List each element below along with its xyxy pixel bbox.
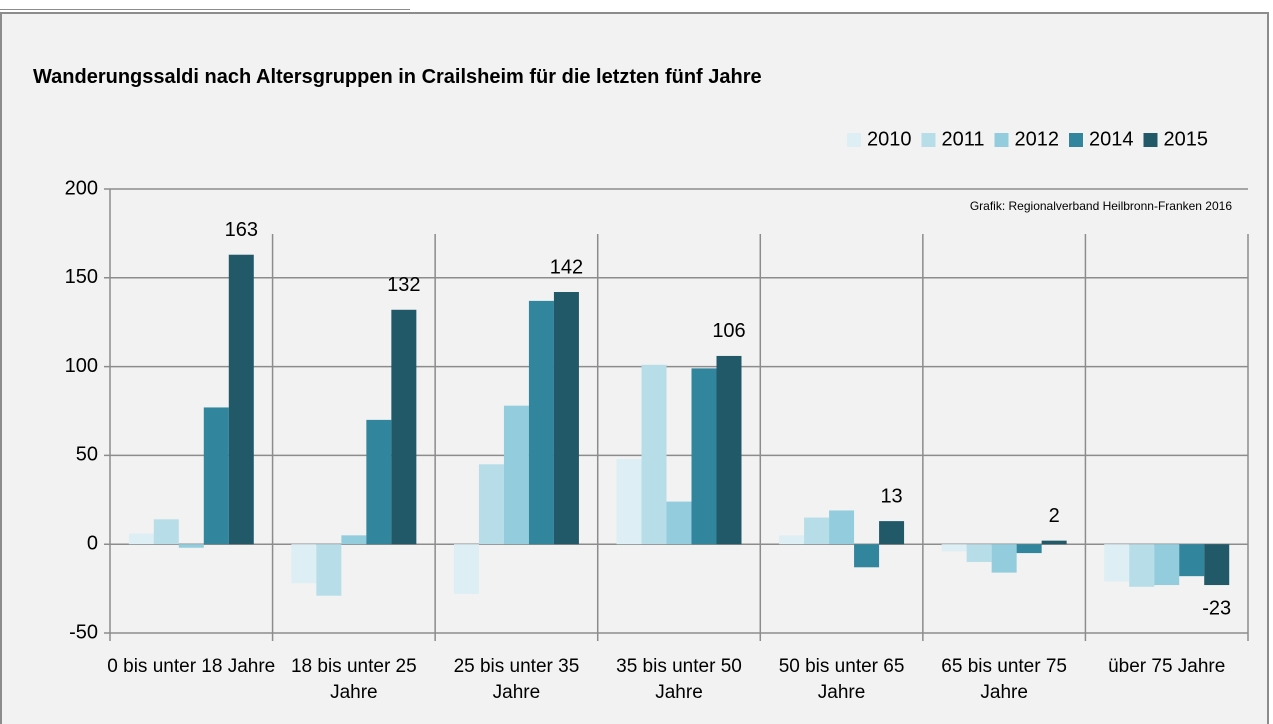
bar [854,544,880,568]
bar [316,544,342,596]
bar [1179,544,1205,577]
bar [528,300,554,545]
bar [941,544,967,552]
bar [804,517,830,545]
bar [203,407,229,545]
x-tick-label: 18 bis unter 25 Jahre [290,656,417,703]
bar [1016,544,1042,554]
bar [453,544,479,594]
source-note: Grafik: Regionalverband Heilbronn-Franke… [970,199,1232,213]
y-tick-label: -50 [69,621,98,643]
legend-label: 2012 [1015,128,1060,150]
legend-label: 2015 [1164,128,1209,150]
legend-label: 2014 [1089,128,1134,150]
legend-label: 2010 [867,128,912,150]
bar [291,544,317,584]
data-label: -23 [1202,597,1231,619]
bar [829,510,855,545]
bar [341,535,367,545]
bar [478,464,504,545]
data-label: 163 [225,219,258,241]
x-tick-label: 25 bis unter 35 Jahre [453,656,580,703]
bar [1041,540,1067,545]
rule [0,9,410,10]
y-tick-label: 0 [87,532,98,554]
data-label: 2 [1049,505,1060,527]
chart-title: Wanderungssaldi nach Altersgruppen in Cr… [33,66,762,88]
bar [666,501,692,545]
data-label: 13 [880,485,902,507]
bar [503,405,529,545]
y-tick-label: 150 [65,266,98,288]
bar [153,519,179,545]
y-tick-label: 50 [76,444,98,466]
bar [128,533,154,545]
legend-swatch [1143,133,1158,147]
bar [616,458,642,545]
bar [1204,544,1230,586]
bar [966,544,992,562]
bar [991,544,1017,573]
bar [716,355,742,545]
legend-label: 2011 [941,128,984,150]
x-tick-label: über 75 Jahre [1108,656,1226,677]
legend-swatch [846,133,861,147]
data-label: 132 [387,274,420,296]
x-tick-label: 0 bis unter 18 Jahre [107,656,276,677]
bar [1104,544,1130,582]
bar [228,254,254,545]
bar [366,419,392,545]
bar [391,309,417,545]
legend-swatch [994,133,1009,147]
bar [779,535,805,545]
bar [879,521,905,545]
legend-swatch [921,133,936,147]
x-tick-label: 65 bis unter 75 Jahre [941,656,1067,703]
legend-swatch [1069,133,1083,147]
bar [553,292,579,545]
x-tick-label: 50 bis unter 65 Jahre [778,656,905,703]
y-tick-label: 100 [65,355,98,377]
y-tick-label: 200 [65,177,98,199]
bar [1154,544,1180,586]
data-label: 106 [712,320,745,342]
x-tick-label: 35 bis unter 50 Jahre [616,656,742,703]
bar [691,368,717,545]
bar [1129,544,1155,587]
data-label: 142 [550,256,583,278]
chart-frame [0,12,1269,724]
bar [641,364,667,545]
bar [178,544,204,548]
